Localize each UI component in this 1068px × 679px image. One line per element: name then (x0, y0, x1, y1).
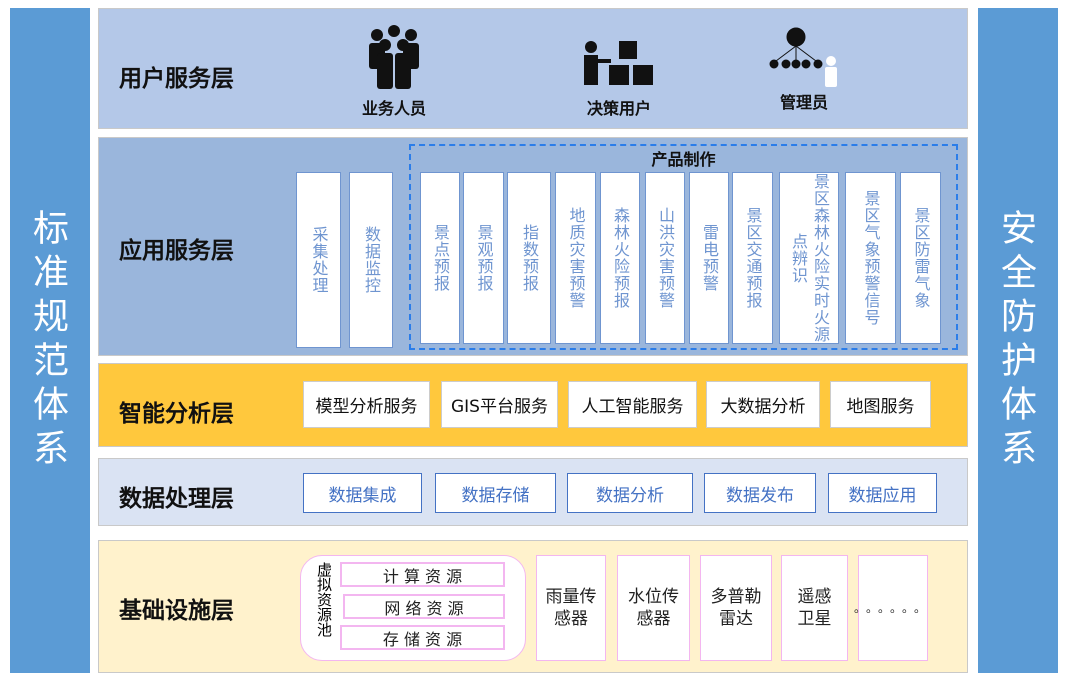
product-box: 景点预报 (420, 172, 460, 344)
pool-item: 计 算 资 源 (340, 562, 505, 587)
product-box: 景区气象预警信号 (845, 172, 896, 344)
product-box: 森林火险预报 (600, 172, 640, 344)
analysis-item: GIS平台服务 (441, 381, 558, 428)
product-group-frame (409, 144, 958, 350)
layer-title: 数据处理层 (119, 486, 234, 512)
org-hierarchy-icon (769, 27, 837, 87)
product-box: 景区森林火险实时火源点辨识 (779, 172, 839, 344)
layer-title: 应用服务层 (119, 238, 234, 264)
user-label: 业务人员 (361, 99, 426, 118)
data-item: 数据发布 (704, 473, 816, 513)
data-item: 数据分析 (567, 473, 693, 513)
box-label: 山洪灾害预警 (656, 207, 675, 309)
box-label: 雷电预警 (700, 224, 719, 292)
box-label: 景点预报 (431, 224, 450, 292)
data-item: 数据存储 (435, 473, 556, 513)
product-box: 指数预报 (507, 172, 551, 344)
box-label: 景观预报 (474, 224, 494, 292)
device-box: 多普勒雷达 (700, 555, 772, 661)
user-label: 决策用户 (586, 99, 651, 118)
analysis-item: 模型分析服务 (303, 381, 430, 428)
box-label: 景区森林火险实时火源点辨识 (789, 173, 830, 343)
layer-title: 基础设施层 (119, 598, 234, 624)
product-box: 景区防雷气象 (900, 172, 941, 344)
pool-label: 虚拟资源池 (315, 562, 333, 637)
user-business: 业务人员 (354, 23, 434, 119)
standards-pillar: 标准规范体系 (10, 8, 90, 673)
analysis-item: 人工智能服务 (568, 381, 697, 428)
people-group-icon (369, 25, 419, 89)
box-label: 地质灾害预警 (566, 207, 586, 309)
device-box: 遥感卫星 (781, 555, 848, 661)
pillar-label: 标准规范体系 (27, 208, 68, 473)
security-pillar: 安全防护体系 (978, 8, 1058, 673)
device-box: 。。。。。。 (854, 555, 928, 661)
data-item: 数据应用 (828, 473, 937, 513)
data-item: 数据集成 (303, 473, 422, 513)
device-box: 水位传感器 (617, 555, 690, 661)
user-service-layer: 用户服务层 业务人员 决策用户 管理员 (98, 8, 968, 129)
box-label: 采集处理 (309, 226, 329, 294)
product-box: 雷电预警 (689, 172, 729, 344)
box-label: 森林火险预报 (611, 207, 630, 309)
product-box: 山洪灾害预警 (645, 172, 685, 344)
product-box: 地质灾害预警 (555, 172, 596, 344)
box-label: 指数预报 (520, 224, 539, 292)
pool-item: 网 络 资 源 (343, 594, 505, 619)
box-label: 景区交通预报 (743, 207, 763, 309)
pillar-label: 安全防护体系 (995, 208, 1036, 473)
box-label: 景区气象预警信号 (861, 190, 881, 326)
service-box: 数据监控 (349, 172, 393, 348)
layer-title: 智能分析层 (119, 401, 234, 427)
device-box: 雨量传感器 (536, 555, 606, 661)
user-admin: 管理员 (759, 27, 849, 113)
pool-item: 存 储 资 源 (340, 625, 505, 650)
product-box: 景观预报 (463, 172, 504, 344)
product-box: 景区交通预报 (732, 172, 773, 344)
service-box: 采集处理 (296, 172, 341, 348)
layer-title: 用户服务层 (119, 66, 234, 92)
user-label: 管理员 (779, 93, 828, 112)
box-label: 景区防雷气象 (911, 207, 931, 309)
presenter-boxes-icon (584, 41, 653, 85)
product-group-title: 产品制作 (651, 150, 716, 169)
analysis-item: 大数据分析 (706, 381, 820, 428)
user-decision: 决策用户 (569, 37, 669, 119)
box-label: 数据监控 (362, 226, 381, 294)
analysis-item: 地图服务 (830, 381, 931, 428)
